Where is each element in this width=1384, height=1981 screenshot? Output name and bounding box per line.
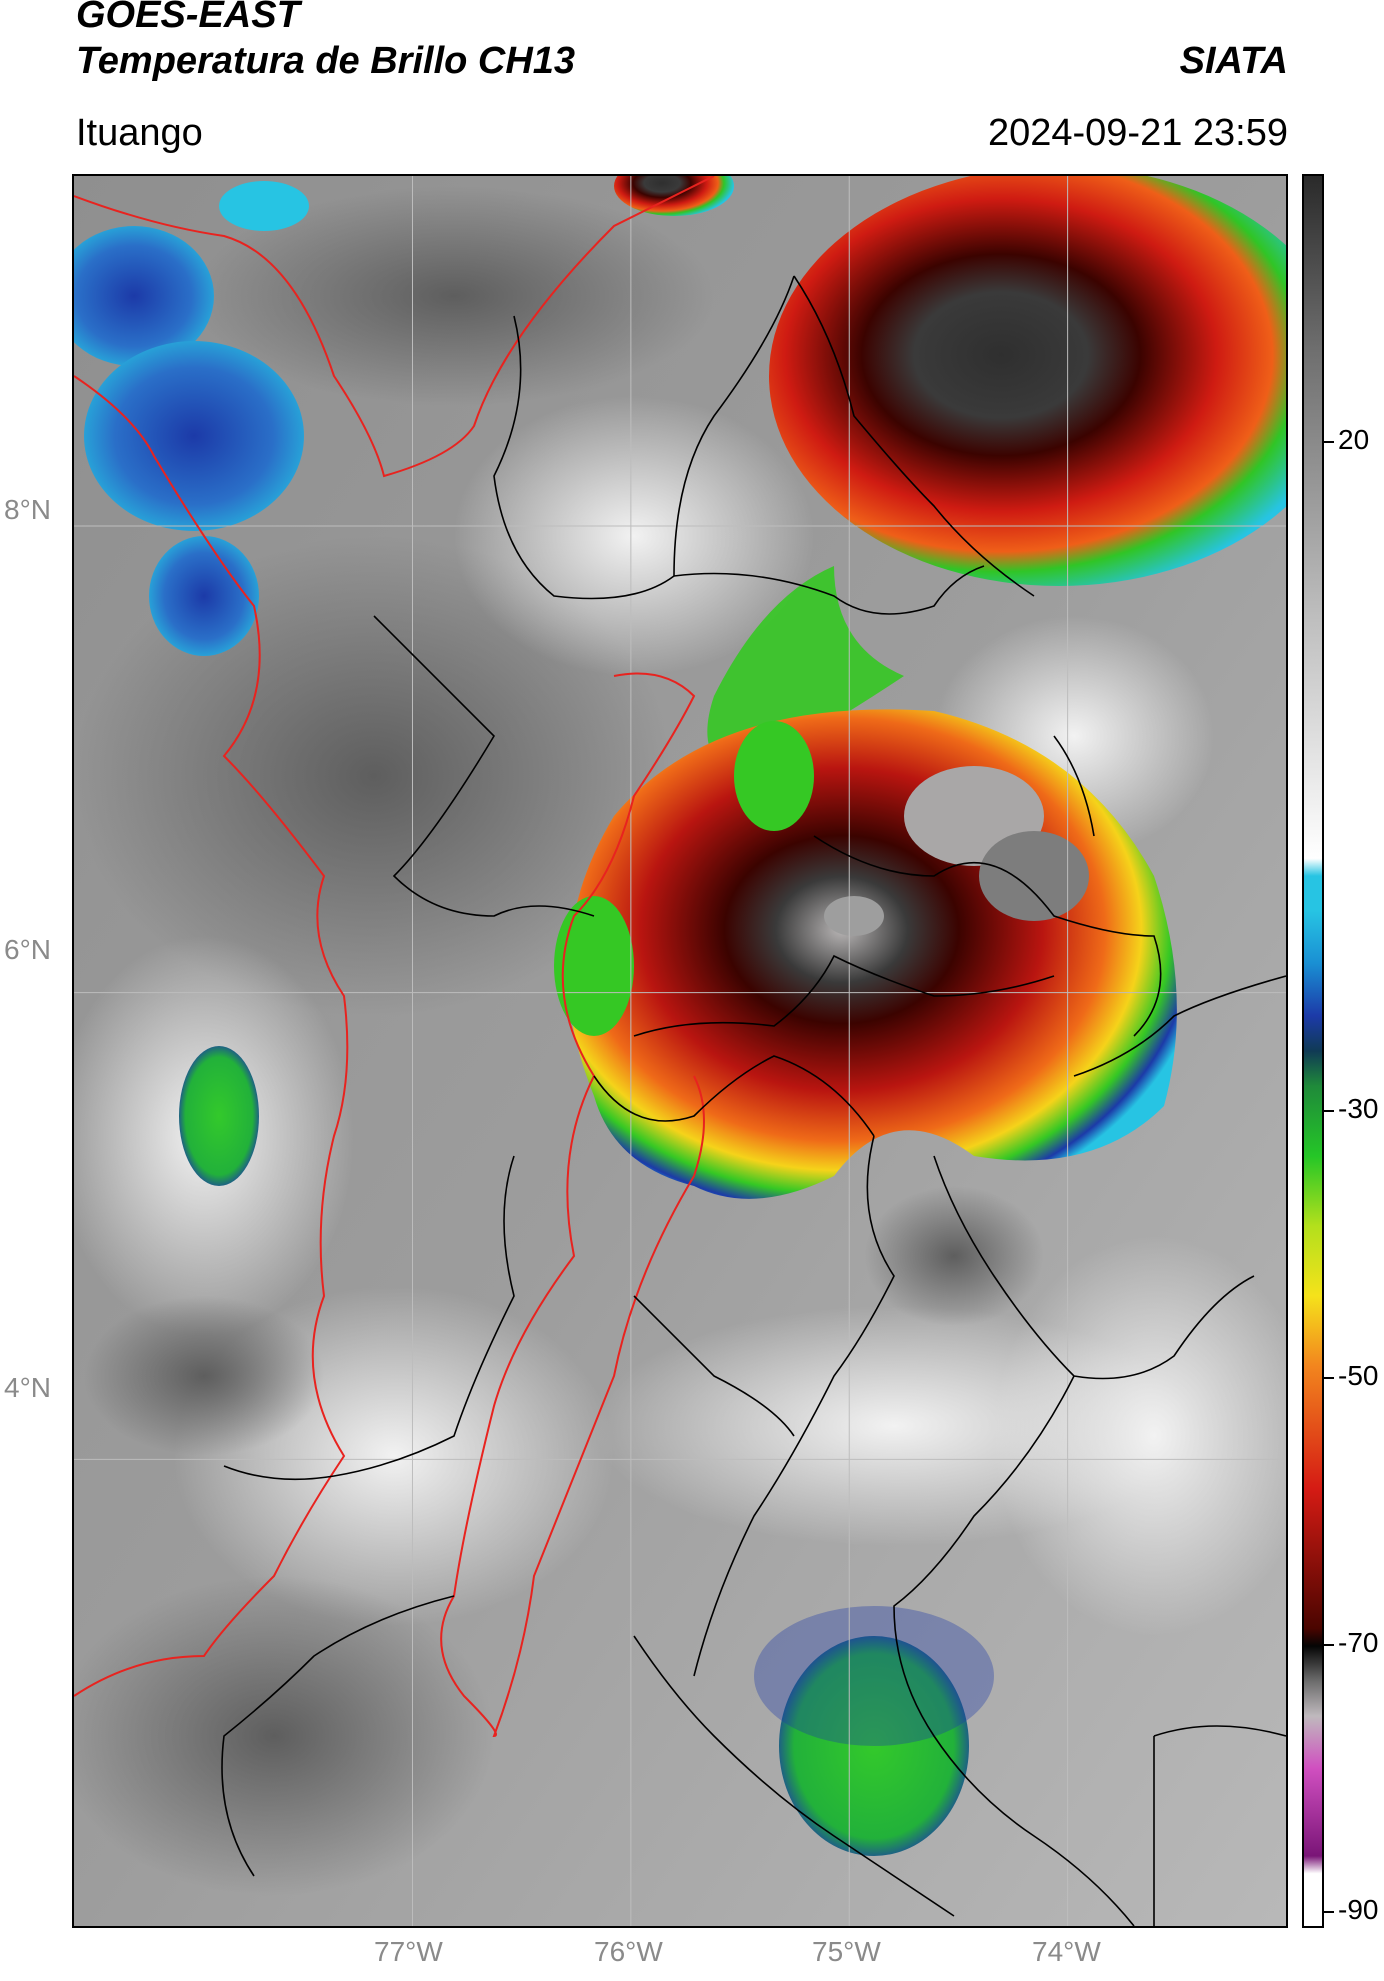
lat-label-8n: 8°N [4, 494, 51, 525]
colorbar-tick [1324, 1911, 1334, 1913]
colorbar-label-20: 20 [1338, 424, 1370, 455]
nw-cold-cloud [74, 181, 309, 656]
timestamp-label: 2024-09-21 23:59 [987, 112, 1288, 154]
colorbar-tick [1324, 1377, 1334, 1379]
cell-south-blue [754, 1606, 994, 1746]
colorbar-label-minus70: -70 [1338, 1627, 1379, 1658]
storm-central [554, 709, 1177, 1199]
colorbar-tick [1324, 441, 1334, 443]
colorbar [1302, 174, 1324, 1928]
satellite-title: GOES-EAST [76, 0, 300, 36]
lat-label-6n: 6°N [4, 934, 51, 965]
map-canvas [74, 176, 1286, 1926]
lon-label-76w: 76°W [594, 1936, 663, 1967]
colorbar-label-minus90: -90 [1338, 1894, 1379, 1925]
organization-label: SIATA [1179, 40, 1288, 82]
colorbar-tick [1324, 1110, 1334, 1112]
lat-label-4n: 4°N [4, 1372, 51, 1403]
graticule [74, 176, 1286, 1926]
cloud-texture [74, 186, 1286, 1896]
country-borders [74, 176, 715, 1738]
colorbar-label-minus30: -30 [1338, 1093, 1379, 1124]
cell-west [179, 1046, 259, 1186]
cell-south [779, 1636, 969, 1856]
colorbar-label-minus50: -50 [1338, 1360, 1379, 1391]
colorbar-tick [1324, 1644, 1334, 1646]
lon-label-77w: 77°W [374, 1936, 443, 1967]
lon-label-75w: 75°W [812, 1936, 881, 1967]
department-borders [221, 275, 1286, 1926]
satellite-map[interactable] [72, 174, 1288, 1928]
lon-label-74w: 74°W [1032, 1936, 1101, 1967]
region-label: Ituango [76, 112, 203, 154]
product-title: Temperatura de Brillo CH13 [76, 40, 576, 82]
